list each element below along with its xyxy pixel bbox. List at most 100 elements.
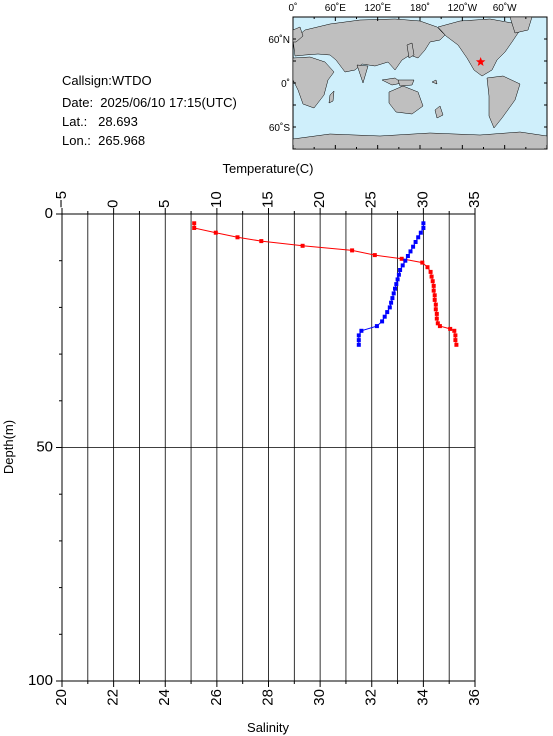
depth-tick-label: 0 [45, 205, 53, 222]
temperature-tick-label: 30 [414, 191, 431, 208]
temperature-data-point [428, 269, 433, 274]
salinity-data-point [400, 263, 405, 268]
salinity-data-point [356, 333, 361, 338]
temperature-tick-label: 25 [363, 191, 380, 208]
plot-area: −5 0 5 10 15 20 25 30 35 20 22 24 26 28 30 32 34 36 0501… [1, 161, 483, 735]
salinity-data-point [413, 240, 418, 244]
temperature-tick-label: 10 [208, 191, 225, 208]
temperature-data-point [435, 321, 440, 326]
salinity-data-point [421, 221, 426, 226]
temperature-data-point [453, 333, 458, 338]
salinity-tick-label: 22 [105, 689, 122, 706]
temperature-axis-title: Temperature(C) [222, 161, 313, 176]
longitude-label: Lon.: 265.968 [62, 133, 146, 148]
temperature-tick-label: 0 [105, 200, 122, 208]
map-longitude-label: 120˚E [364, 2, 391, 14]
temperature-data-point [433, 307, 438, 312]
temperature-data-point [433, 302, 438, 307]
temperature-data-point [372, 253, 377, 258]
map-longitude-labels: 0˚ 60˚E 120˚E 180˚ 120˚W 60˚W [289, 2, 518, 14]
salinity-tick-label: 24 [156, 689, 173, 706]
map-latitude-label: 60˚N [268, 34, 290, 46]
callsign-label: Callsign:WTDO [62, 73, 152, 88]
map-latitude-label: 0˚ [281, 78, 290, 90]
salinity-data-point [418, 230, 423, 235]
salinity-axis-title: Salinity [247, 720, 289, 735]
temperature-data-point [434, 311, 439, 316]
date-label: Date: 2025/06/10 17:15(UTC) [62, 95, 237, 110]
salinity-tick-label: 34 [414, 689, 431, 706]
salinity-tick-label: 20 [53, 689, 70, 706]
salinity-data-point [391, 291, 396, 296]
salinity-data-point [389, 300, 394, 305]
salinity-tick-label: 30 [311, 689, 328, 706]
salinity-data-point [356, 342, 361, 347]
map-longitude-label: 180˚ [410, 2, 430, 14]
tick-marks [56, 208, 476, 687]
temperature-data-point [235, 235, 240, 240]
temperature-tick-labels: −5 0 5 10 15 20 25 30 35 [53, 191, 483, 208]
latitude-label: Lat.: 28.693 [62, 114, 138, 129]
temperature-data-point [430, 279, 435, 284]
temperature-data-point [425, 265, 430, 270]
temperature-data-point [452, 328, 457, 333]
depth-tick-label: 50 [36, 438, 53, 455]
salinity-data-point [359, 328, 364, 333]
salinity-tick-labels: 20 22 24 26 28 30 32 34 36 [53, 689, 483, 706]
salinity-tick-label: 28 [259, 689, 276, 706]
salinity-data-point [393, 286, 397, 291]
temperature-data-point [431, 288, 436, 293]
map-longitude-label: 60˚W [493, 2, 517, 14]
temperature-tick-label: 20 [311, 191, 328, 208]
depth-axis-title: Depth(m) [1, 420, 16, 474]
salinity-data-point [395, 277, 400, 282]
map-ticks [292, 16, 548, 150]
salinity-data-point [380, 319, 385, 324]
data-series [192, 221, 459, 347]
salinity-tick-label: 32 [363, 689, 380, 706]
map-longitude-label: 120˚W [448, 2, 478, 14]
temperature-data-point [350, 248, 355, 253]
salinity-data-point [356, 338, 361, 343]
temperature-data-point [300, 243, 305, 248]
temperature-tick-label: −5 [53, 191, 70, 208]
salinity-data-point [408, 249, 413, 254]
salinity-data-point [416, 235, 421, 240]
temperature-data-point [431, 283, 436, 288]
temperature-data-point [399, 256, 404, 261]
map-latitude-label: 60˚S [269, 122, 290, 134]
map-latitude-labels: 60˚N 0˚ 60˚S [268, 34, 290, 134]
temperature-tick-label: 5 [156, 200, 173, 208]
temperature-data-point [192, 221, 197, 226]
temperature-data-point [259, 239, 264, 244]
temperature-data-point [454, 342, 459, 347]
salinity-data-point [385, 310, 390, 315]
map-longitude-label: 0˚ [289, 2, 298, 14]
salinity-data-point [374, 324, 379, 329]
map-longitude-label: 60˚E [325, 2, 346, 14]
salinity-data-point [387, 305, 392, 310]
depth-tick-label: 100 [28, 672, 53, 689]
salinity-tick-label: 26 [208, 689, 225, 706]
temperature-data-point [429, 274, 434, 279]
temperature-tick-label: 15 [259, 191, 276, 208]
salinity-data-point [390, 296, 395, 301]
star-icon [475, 56, 486, 66]
salinity-data-point [396, 272, 401, 277]
salinity-data-point [398, 268, 403, 272]
temperature-data-point [437, 324, 442, 329]
temperature-data-point [192, 226, 197, 230]
temperature-tick-label: 35 [466, 191, 483, 208]
salinity-tick-label: 36 [466, 689, 483, 706]
temperature-data-point [434, 316, 439, 321]
salinity-data-point [405, 254, 410, 258]
temperature-data-point [448, 326, 453, 331]
salinity-data-point [382, 314, 387, 319]
temperature-data-point [432, 297, 437, 302]
grid-lines [62, 214, 475, 681]
temperature-data-point [420, 260, 425, 265]
salinity-data-point [411, 244, 416, 249]
depth-tick-labels: 0 50 100 [28, 205, 53, 689]
salinity-data-point [394, 282, 399, 287]
